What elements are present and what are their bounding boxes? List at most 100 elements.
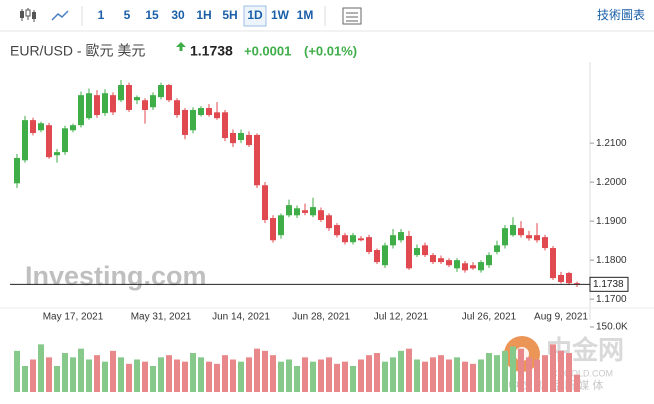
y-tick-label: 1.1900 [596,216,627,227]
candle-body [558,274,564,282]
candle-body [334,225,340,236]
volume-bar [262,350,268,392]
candle-body [526,235,532,239]
volume-bar [390,357,396,392]
candle-body [278,215,284,236]
cn-url: CNGOLD.COM [551,368,613,378]
volume-bar [350,366,356,392]
volume-bar [62,353,68,392]
volume-tick-label: 150.0K [596,322,628,333]
candle-body [550,248,556,279]
x-tick-label: Jun 28, 2021 [292,312,350,323]
volume-bar [310,361,316,392]
interval[interactable]: 1 [98,8,105,22]
candle-body [366,237,372,252]
volume-bar [190,353,196,392]
candle-body [214,112,220,119]
candle-body [342,235,348,243]
volume-bar [94,355,100,392]
line-icon[interactable] [51,10,69,21]
candle-body [358,238,364,241]
volume-bar [302,357,308,392]
volume-bar [414,359,420,392]
interval[interactable]: 5 [124,8,131,22]
candle-body [174,100,180,116]
candle-body [302,210,308,213]
candle-body [94,95,100,116]
x-tick-label: Jul 26, 2021 [462,312,517,323]
volume-bar [294,366,300,392]
volume-bar [278,361,284,392]
tech-chart-link[interactable]: 技術圖表 [597,8,645,22]
candle-body [134,97,140,101]
interval[interactable]: 1H [196,8,211,22]
volume-bar [222,355,228,392]
volume-bar [214,363,220,392]
volume-bar [382,361,388,392]
candle-body [102,93,108,114]
volume-bar [70,357,76,392]
x-tick-label: Jul 12, 2021 [374,312,429,323]
volume-bar [134,359,140,392]
candle-icon[interactable] [20,8,36,22]
candle-body [470,265,476,269]
interval[interactable]: 15 [145,8,159,22]
candle-body [230,132,236,144]
x-tick-label: May 17, 2021 [43,312,104,323]
selected-interval [243,5,267,27]
candle-body [382,245,388,266]
interval[interactable]: 30 [171,8,185,22]
interval[interactable]: 1W [271,8,290,22]
candle-body [422,245,428,256]
volume-bar [406,348,412,392]
candle-body [118,85,124,101]
candle-body [222,112,228,139]
y-tick-label: 1.2100 [596,138,627,149]
interval[interactable]: 1M [297,8,314,22]
candle-body [310,207,316,216]
volume-bar [14,350,20,392]
volume-bar [22,366,28,392]
candle-body [62,128,68,153]
y-tick-label: 1.1800 [596,255,627,266]
candle-body [502,228,508,246]
interval[interactable]: 5H [222,8,237,22]
candle-body [542,237,548,249]
candle-body [294,208,300,216]
interval[interactable]: 1D [247,8,263,22]
volume-bar [286,359,292,392]
change-pct: (+0.01%) [304,43,357,58]
candle-body [246,134,252,146]
volume-bar [526,357,532,392]
candle-body [158,85,164,98]
candle-body [350,235,356,243]
candle-body [494,245,500,252]
volume-bar [422,361,428,392]
candle-body [22,120,28,161]
volume-bar [102,361,108,392]
volume-bar [558,350,564,392]
candle-body [478,262,484,271]
candle-body [574,283,580,285]
candle-body [406,235,412,269]
table-icon[interactable] [342,7,362,25]
volume-bar [374,353,380,392]
candle-body [374,250,380,263]
volume-bar [126,363,132,392]
volume-bar [206,361,212,392]
brand-watermark: Investing.com [25,261,207,291]
candle-body [326,215,332,229]
candle-body [438,258,444,263]
price: 1.1738 [190,43,233,59]
candle-body [446,260,452,266]
volume-bar [446,359,452,392]
candle-body [262,185,268,220]
volume-bar [470,363,476,392]
volume-bar [150,366,156,392]
candle-body [486,255,492,266]
volume-bar [494,355,500,392]
candle-body [14,157,20,184]
candle-body [38,123,44,131]
volume-bar [158,357,164,392]
volume-bar [174,359,180,392]
